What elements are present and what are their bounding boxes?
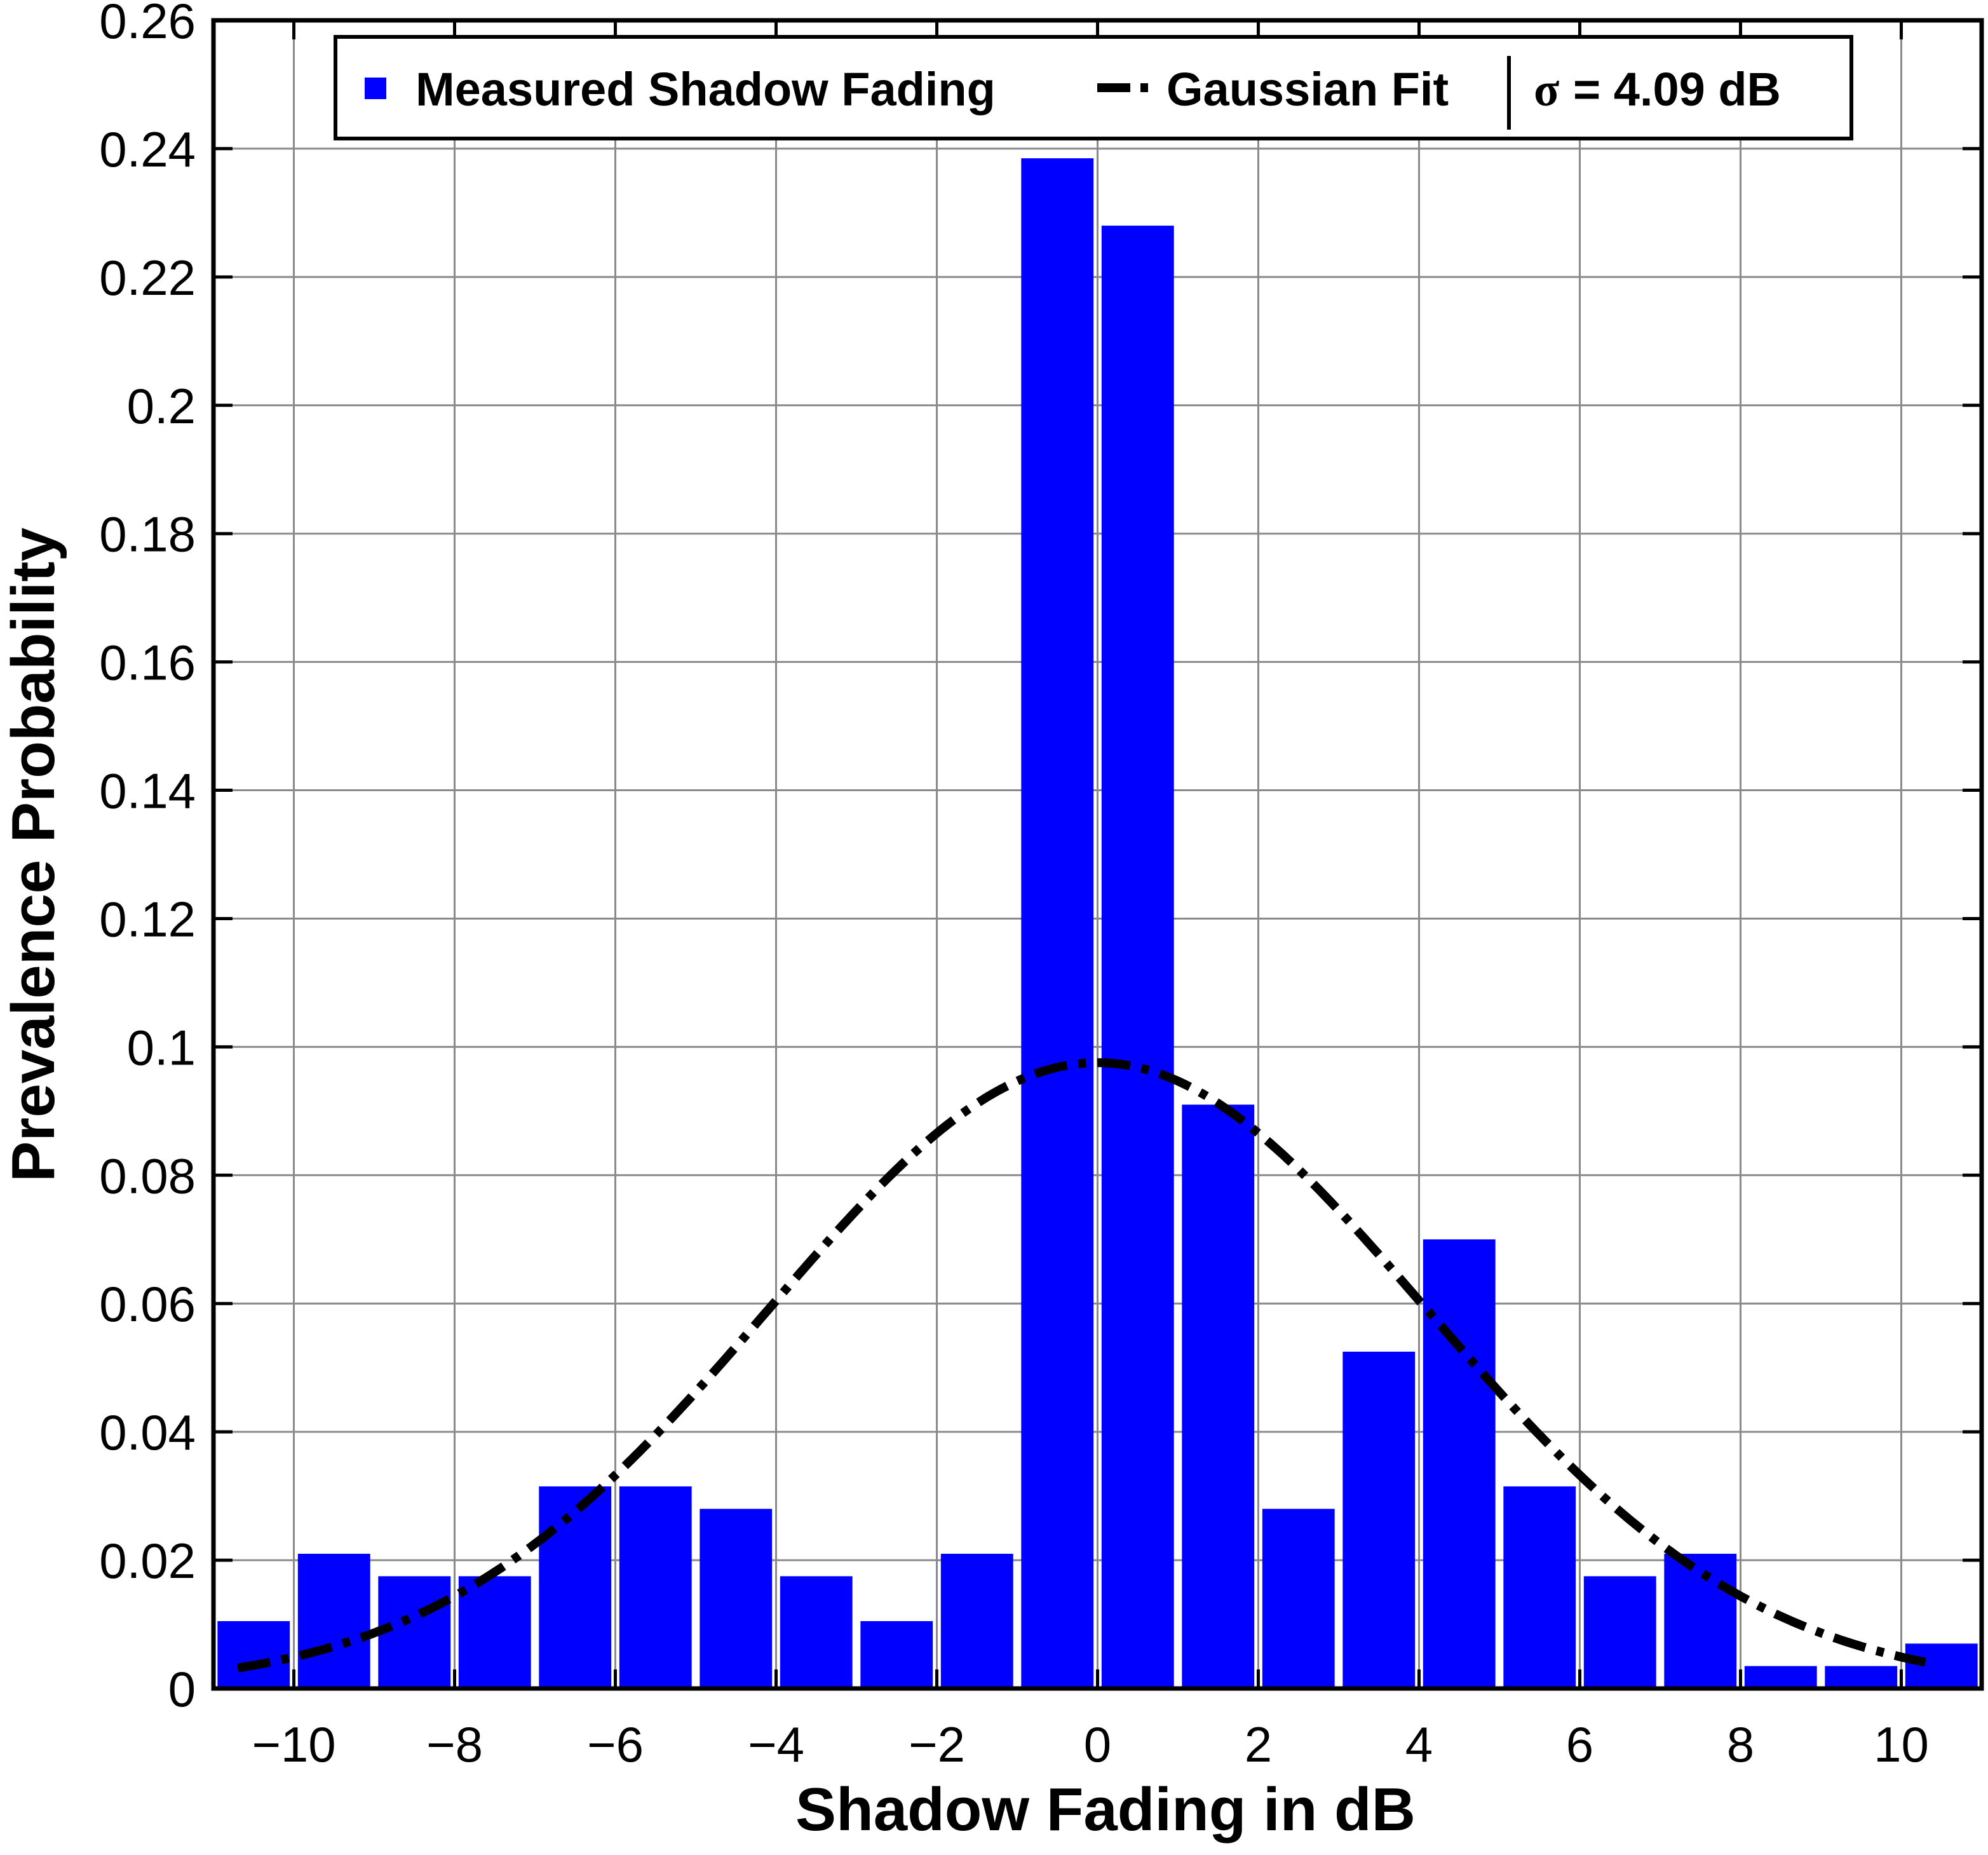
x-tick-label: 8 <box>1727 1716 1754 1772</box>
bar <box>217 1621 290 1689</box>
bar <box>619 1486 692 1689</box>
legend-sigma-text: = 4.09 dB <box>1573 63 1781 116</box>
y-tick-label: 0.1 <box>127 1019 196 1075</box>
bar <box>458 1576 531 1689</box>
y-tick-label: 0.18 <box>99 506 196 562</box>
y-tick-label: 0.22 <box>99 250 196 306</box>
x-tick-label: −10 <box>252 1716 335 1772</box>
y-tick-label: 0.08 <box>99 1148 196 1204</box>
y-tick-label: 0.06 <box>99 1276 196 1332</box>
x-tick-label: −2 <box>909 1716 965 1772</box>
bar <box>1182 1104 1255 1689</box>
y-tick-label: 0.04 <box>99 1404 196 1460</box>
legend: Measured Shadow Fading Gaussian Fit σ = … <box>334 35 1853 140</box>
y-tick-label: 0.24 <box>99 121 196 177</box>
bar <box>1021 158 1094 1689</box>
x-tick-label: 4 <box>1405 1716 1433 1772</box>
y-tick-label: 0.26 <box>99 0 196 49</box>
bar <box>1825 1666 1898 1689</box>
gaussian-fit <box>236 1058 1926 1673</box>
bar <box>860 1621 933 1689</box>
bar <box>940 1553 1013 1689</box>
bar <box>1744 1666 1817 1689</box>
bar <box>1342 1351 1416 1689</box>
y-axis-title: Prevalence Probability <box>0 527 67 1182</box>
legend-bar-label: Measured Shadow Fading <box>416 63 996 116</box>
y-tick-label: 0 <box>168 1661 196 1717</box>
legend-box <box>334 35 1853 140</box>
x-axis-title: Shadow Fading in dB <box>795 1776 1416 1844</box>
grid <box>213 19 1982 1690</box>
x-tick-label: −4 <box>748 1716 804 1772</box>
x-tick-label: 0 <box>1084 1716 1111 1772</box>
bar <box>1262 1509 1335 1689</box>
fit-line <box>236 1058 1926 1673</box>
bar <box>700 1509 773 1689</box>
bar <box>1101 226 1174 1689</box>
bar <box>1583 1576 1656 1689</box>
legend-fit-label: Gaussian Fit <box>1166 63 1449 116</box>
bar <box>378 1576 451 1689</box>
tick-labels: −10 −8 −6 −4 −2 0 2 4 6 8 10 0 0.02 0.04 0.06 0.08 0.1 0.… <box>99 0 1929 1772</box>
bar <box>1664 1553 1737 1689</box>
x-tick-label: −8 <box>426 1716 483 1772</box>
ticks <box>213 18 1982 1690</box>
bar <box>780 1576 853 1689</box>
x-tick-label: −6 <box>587 1716 644 1772</box>
y-tick-label: 0.2 <box>127 378 196 434</box>
bar <box>297 1553 370 1689</box>
legend-bar-swatch <box>365 78 386 99</box>
x-tick-label: 10 <box>1874 1716 1929 1772</box>
bar <box>1503 1486 1576 1689</box>
y-tick-label: 0.14 <box>99 763 196 819</box>
y-tick-label: 0.16 <box>99 635 196 691</box>
x-tick-label: 6 <box>1566 1716 1593 1772</box>
x-tick-label: 2 <box>1245 1716 1272 1772</box>
bar <box>1905 1643 1978 1689</box>
legend-sigma-symbol: σ <box>1534 64 1559 116</box>
y-tick-label: 0.02 <box>99 1533 196 1589</box>
y-tick-label: 0.12 <box>99 891 196 947</box>
bars <box>217 158 1978 1689</box>
bar <box>539 1486 612 1689</box>
bar <box>1423 1239 1496 1689</box>
